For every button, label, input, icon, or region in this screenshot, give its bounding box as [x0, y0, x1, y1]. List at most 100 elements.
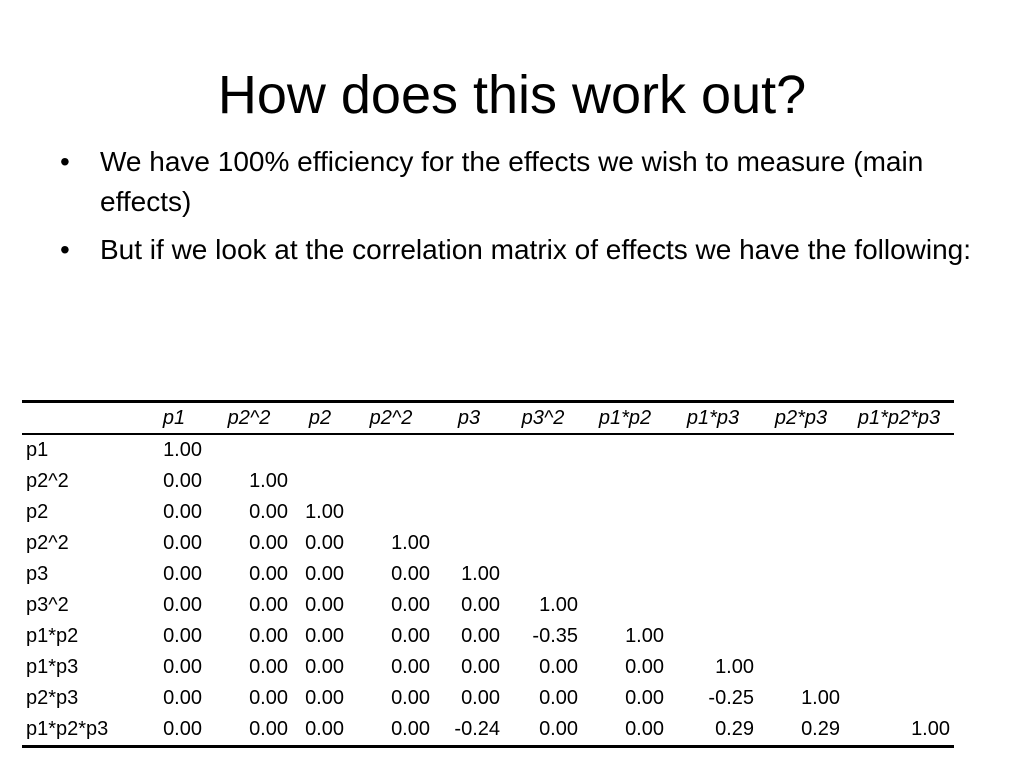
table-cell: 0.00 [391, 687, 430, 709]
slide-title: How does this work out? [217, 65, 807, 125]
column-header: p1 [162, 406, 186, 429]
table-row: p3^2 0.00 0.00 0.00 0.00 0.00 1.00 [22, 590, 954, 621]
table-cell [504, 559, 582, 590]
table-row: p1*p3 0.00 0.00 0.00 0.00 0.00 0.00 0.00 1.00 [22, 652, 954, 683]
table-row: p3 0.00 0.00 0.00 0.00 1.00 [22, 559, 954, 590]
table-cell [844, 528, 954, 559]
table-cell: 0.00 [249, 687, 288, 709]
table-cell: 0.00 [249, 656, 288, 678]
table-cell [504, 434, 582, 466]
row-label: p2*p3 [26, 687, 79, 709]
row-label: p3 [26, 563, 49, 585]
table-cell: 0.00 [163, 594, 202, 616]
table-cell [668, 559, 758, 590]
table-cell: 1.00 [715, 656, 754, 678]
table-cell: 0.00 [391, 625, 430, 647]
row-label: p1*p3 [26, 656, 79, 678]
table-cell: 0.00 [305, 563, 344, 585]
table-cell [348, 466, 434, 497]
correlation-matrix: p1 p2^2 p2 p2^2 p3 p3^2 p1*p2 p1*p3 p2*p3 p1*p2*p… [22, 400, 954, 748]
table-cell: 0.00 [305, 625, 344, 647]
row-label: p1 [26, 439, 49, 461]
table-cell: 0.00 [249, 594, 288, 616]
table-cell [844, 683, 954, 714]
table-row: p1*p2*p3 0.00 0.00 0.00 0.00 -0.24 0.00 0.00 0.2… [22, 714, 954, 747]
table-cell [206, 434, 292, 466]
table-cell [434, 466, 504, 497]
column-header: p1*p3 [686, 406, 740, 429]
table-cell [434, 434, 504, 466]
table-cell [434, 497, 504, 528]
table-cell: 0.00 [163, 532, 202, 554]
table-cell: 0.00 [391, 594, 430, 616]
table-cell: -0.24 [454, 718, 500, 740]
table-cell: 0.00 [539, 656, 578, 678]
column-header: p2 [308, 406, 332, 429]
row-label: p1*p2*p3 [26, 718, 109, 740]
table-cell [504, 528, 582, 559]
table-cell [758, 497, 844, 528]
table-cell: 0.00 [163, 687, 202, 709]
column-header: p3 [457, 406, 481, 429]
table-cell: 0.00 [305, 718, 344, 740]
table-cell [844, 621, 954, 652]
table-cell: 0.00 [163, 470, 202, 492]
bullet-dot-icon: • [60, 234, 70, 265]
table-cell: 1.00 [625, 625, 664, 647]
table-cell [758, 528, 844, 559]
table-cell: 0.00 [539, 687, 578, 709]
table-cell [844, 590, 954, 621]
table-cell: 0.00 [461, 687, 500, 709]
table-cell: 0.00 [305, 656, 344, 678]
table-row: p1*p2 0.00 0.00 0.00 0.00 0.00 -0.35 1.00 [22, 621, 954, 652]
table-cell [434, 528, 504, 559]
table-cell: 0.29 [801, 718, 840, 740]
table-cell [844, 652, 954, 683]
table-cell: 0.29 [715, 718, 754, 740]
table-cell: 0.00 [625, 718, 664, 740]
table-cell [582, 497, 668, 528]
bullet-list: • We have 100% efficiency for the effect… [56, 142, 976, 278]
table-row: p2 0.00 0.00 1.00 [22, 497, 954, 528]
column-header: p2^2 [369, 406, 413, 429]
table-row: p2^2 0.00 1.00 [22, 466, 954, 497]
table-cell: 0.00 [249, 563, 288, 585]
table-cell: 0.00 [625, 687, 664, 709]
table-cell [844, 497, 954, 528]
table-cell: 0.00 [391, 718, 430, 740]
bullet-item: • But if we look at the correlation matr… [56, 230, 976, 270]
bullet-item: • We have 100% efficiency for the effect… [56, 142, 976, 222]
table-cell: 0.00 [461, 625, 500, 647]
table-cell: 0.00 [625, 656, 664, 678]
row-label: p3^2 [26, 594, 69, 616]
table-cell: 0.00 [461, 656, 500, 678]
table-row: p1 1.00 [22, 434, 954, 466]
table-cell [668, 497, 758, 528]
table-cell [292, 466, 348, 497]
table-cell: 1.00 [391, 532, 430, 554]
table-cell [668, 528, 758, 559]
table-cell: 1.00 [801, 687, 840, 709]
table-row: p2*p3 0.00 0.00 0.00 0.00 0.00 0.00 0.00 -0.25 1.… [22, 683, 954, 714]
table-cell: 1.00 [461, 563, 500, 585]
table-cell [504, 497, 582, 528]
column-header: p2*p3 [774, 406, 828, 429]
table-cell [348, 497, 434, 528]
table-cell [668, 434, 758, 466]
table-cell [758, 559, 844, 590]
table-cell: 0.00 [391, 563, 430, 585]
table-cell [582, 590, 668, 621]
table-cell: 1.00 [249, 470, 288, 492]
table-cell [668, 621, 758, 652]
table-cell: 0.00 [391, 656, 430, 678]
table-cell: 0.00 [249, 501, 288, 523]
table-cell: 0.00 [305, 532, 344, 554]
column-header: p1*p2*p3 [857, 406, 941, 429]
table-cell [582, 528, 668, 559]
table-body: p1 1.00 p2^2 0.00 1.00 p2 0.00 0.00 1.00 p2^2 0.00… [22, 434, 954, 747]
bullet-text: But if we look at the correlation matrix… [100, 234, 972, 265]
column-header: p2^2 [227, 406, 271, 429]
bullet-dot-icon: • [60, 146, 70, 177]
table-cell [758, 434, 844, 466]
table-cell: 1.00 [163, 439, 202, 461]
